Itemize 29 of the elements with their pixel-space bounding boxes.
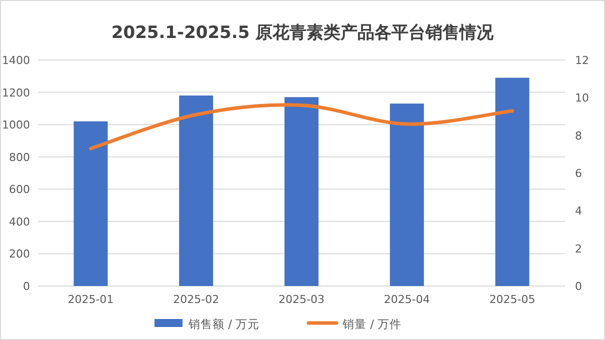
y-tick-label: 1400 [2,54,30,67]
y-tick-label: 1200 [2,86,30,100]
y2-tick-label: 0 [575,280,582,293]
y2-tick-label: 6 [575,167,582,180]
y-tick-label: 1000 [2,118,30,132]
legend-label: 销售额 / 万元 [188,317,260,331]
x-tick-label: 2025-04 [384,293,430,306]
y2-tick-label: 10 [575,92,589,105]
bar [495,78,530,286]
bar [179,96,214,286]
chart-title: 2025.1-2025.5 原花青素类产品各平台销售情况 [111,23,495,43]
x-tick-label: 2025-05 [489,293,536,306]
bar [74,121,108,286]
y-tick-label: 800 [9,150,30,164]
x-tick-label: 2025-02 [173,293,220,306]
y-tick-label: 600 [9,183,30,196]
x-tick-label: 2025-01 [68,293,114,306]
x-tick-label: 2025-03 [278,293,324,306]
bar [390,104,424,286]
y2-tick-label: 8 [575,129,582,142]
line-series [88,103,514,150]
bar [284,97,318,286]
y-tick-label: 400 [9,215,30,228]
y2-tick-label: 2 [575,242,582,256]
y-tick-label: 0 [23,280,30,293]
y2-tick-label: 4 [575,204,582,218]
y2-tick-label: 12 [575,54,589,67]
legend-label: 销量 / 万件 [342,317,402,331]
y-tick-label: 200 [9,248,30,261]
